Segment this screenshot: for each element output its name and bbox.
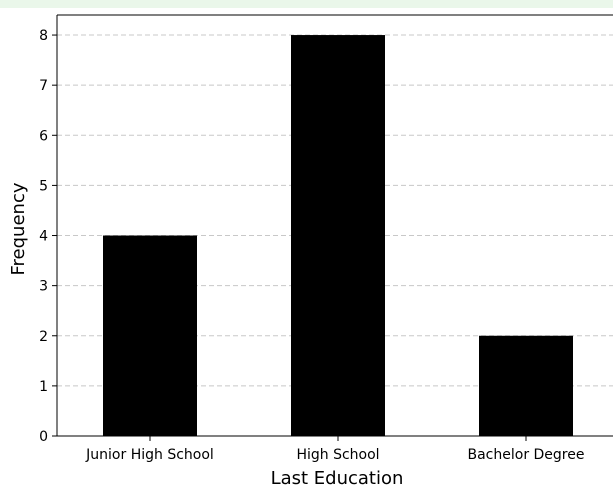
x-axis-title: Last Education bbox=[271, 468, 404, 486]
y-tick-label: 6 bbox=[39, 128, 48, 144]
y-tick-label: 1 bbox=[39, 379, 48, 395]
y-tick-label: 4 bbox=[39, 229, 48, 245]
background-top-band bbox=[0, 0, 613, 8]
bar bbox=[103, 235, 197, 436]
y-tick-label: 8 bbox=[39, 28, 48, 44]
y-tick-label: 5 bbox=[39, 178, 48, 194]
bar bbox=[479, 335, 573, 436]
y-tick-label: 3 bbox=[39, 279, 48, 295]
y-axis-title: Frequency bbox=[8, 182, 29, 275]
y-tick-label: 2 bbox=[39, 329, 48, 345]
bars bbox=[103, 35, 573, 437]
x-tick-label: Junior High School bbox=[85, 447, 214, 463]
x-ticks: Junior High School High School Bachelor De… bbox=[85, 436, 584, 463]
y-tick-label: 0 bbox=[39, 429, 48, 445]
x-tick-label: High School bbox=[296, 447, 379, 463]
y-ticks: 0 1 2 3 4 5 6 7 8 bbox=[39, 28, 57, 445]
x-tick-label: Bachelor Degree bbox=[468, 447, 585, 463]
y-tick-label: 7 bbox=[39, 78, 48, 94]
bar bbox=[291, 35, 385, 437]
